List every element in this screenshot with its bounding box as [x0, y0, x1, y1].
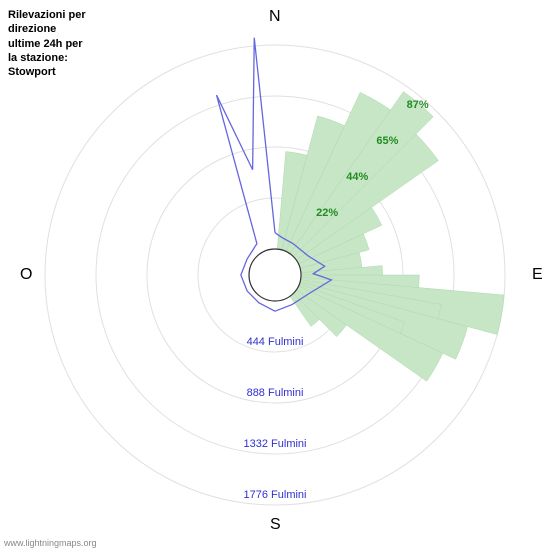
percent-label: 87%: [407, 99, 429, 111]
percent-label: 65%: [376, 135, 398, 147]
percent-label: 44%: [346, 171, 368, 183]
polar-chart-svg: [0, 0, 550, 550]
footer-credit: www.lightningmaps.org: [4, 538, 97, 548]
percent-label: 22%: [316, 207, 338, 219]
axis-label-o: O: [20, 266, 32, 284]
ring-label: 888 Fulmini: [247, 387, 304, 399]
axis-label-n: N: [269, 8, 281, 26]
axis-label-s: S: [270, 516, 281, 534]
ring-label: 1776 Fulmini: [244, 489, 307, 501]
chart-area: N E S O 444 Fulmini 888 Fulmini 1332 Fulmi…: [0, 0, 550, 550]
ring-label: 444 Fulmini: [247, 336, 304, 348]
axis-label-e: E: [532, 266, 543, 284]
ring-label: 1332 Fulmini: [244, 438, 307, 450]
